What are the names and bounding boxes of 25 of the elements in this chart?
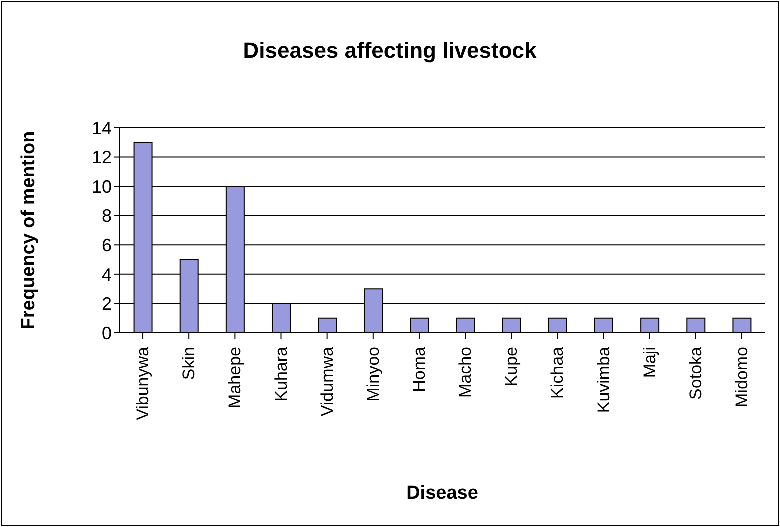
y-tick-label: 2 [102, 294, 112, 314]
x-tick-label: Sotoka [686, 346, 706, 400]
x-tick-label: Skin [180, 347, 199, 380]
y-tick-label: 14 [92, 118, 112, 138]
x-tick-label: Kupe [502, 347, 522, 387]
x-tick-label: Vibunywa [134, 346, 153, 420]
x-tick-label: Homa [410, 346, 429, 392]
y-tick-label: 8 [102, 206, 112, 226]
x-tick-label: Minyoo [364, 347, 383, 402]
x-tick-label: Kuvimba [594, 346, 614, 414]
x-tick-label: Maji [640, 347, 660, 378]
x-tick-label: Kichaa [548, 346, 568, 399]
x-tick-label: Kuhara [272, 346, 291, 402]
y-tick-label: 4 [102, 264, 112, 285]
x-tick-label: Macho [456, 347, 476, 398]
y-tick-label: 6 [102, 236, 112, 256]
chart-title: Diseases affecting livestock [242, 38, 538, 64]
y-tick-label: 10 [92, 176, 112, 197]
x-axis-title: Disease [406, 483, 478, 504]
x-tick-label: Midomo [732, 347, 752, 408]
y-tick-label: 0 [102, 323, 112, 344]
y-tick-label: 12 [92, 148, 112, 168]
x-tick-label: Mahepe [226, 347, 245, 408]
y-axis-title: Frequency of mention [18, 131, 40, 330]
x-tick-label: Vidumwa [318, 346, 337, 417]
